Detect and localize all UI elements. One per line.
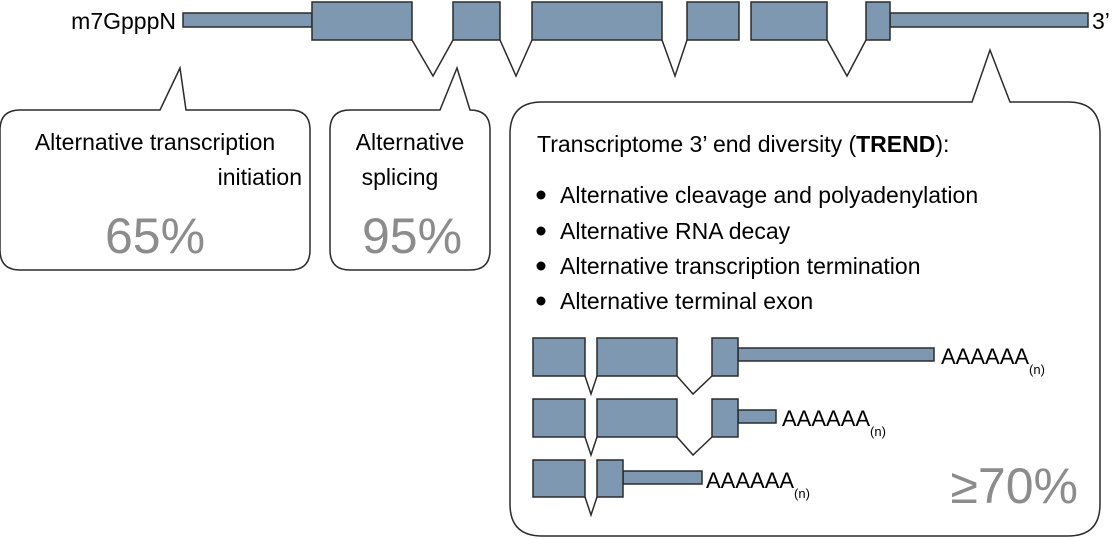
callout-trend-percent: ≥70% — [950, 458, 1078, 514]
callout-splicing-line2: splicing — [362, 164, 439, 190]
isoform-3-intron-a — [584, 496, 598, 518]
cap-label: m7GpppN — [71, 8, 176, 34]
three-prime-label: 3’ — [1092, 8, 1110, 34]
trend-title-suffix: ): — [935, 131, 949, 157]
isoform-1-polya-tail: AAAAAA — [941, 344, 1029, 369]
five-prime-utr — [182, 12, 313, 28]
trend-title-prefix: Transcriptome 3’ end diversity ( — [537, 131, 856, 157]
isoform-1 — [532, 337, 935, 397]
trend-bullet-1: Alternative cleavage and polyadenylation — [560, 182, 978, 208]
isoform-2-tail — [737, 409, 777, 424]
callout-splicing: Alternative splicing 95% — [329, 65, 491, 271]
isoform-3-exon-1 — [532, 459, 586, 498]
bullet-dot — [536, 296, 546, 306]
isoform-3-exon-2 — [596, 459, 624, 498]
isoform-3 — [532, 459, 703, 518]
trend-title-acronym: TREND — [856, 131, 935, 157]
trend-bullet-4: Alternative terminal exon — [560, 288, 813, 314]
callout-initiation-line2: initiation — [218, 164, 302, 190]
isoform-2-polya-tail: AAAAAA — [782, 406, 870, 431]
intron-2 — [499, 39, 533, 78]
isoform-1-polya: AAAAAA(n) — [941, 344, 1045, 377]
exon-5 — [750, 1, 828, 41]
isoform-1-intron-b — [676, 375, 713, 396]
isoform-3-polya: AAAAAA(n) — [706, 468, 810, 501]
isoform-2-intron-a — [584, 436, 598, 458]
isoform-2-intron-b — [676, 436, 713, 457]
isoform-2-exon-2 — [596, 398, 678, 438]
three-prime-utr — [889, 12, 1089, 28]
isoform-2-polya-n: (n) — [870, 424, 886, 439]
trend-bullet-list: Alternative cleavage and polyadenylation… — [536, 182, 978, 314]
trend-bullet-3: Alternative transcription termination — [560, 253, 921, 279]
callout-initiation-bubble — [0, 65, 311, 271]
intron-1 — [411, 39, 454, 78]
exon-3 — [531, 1, 663, 41]
callout-initiation: Alternative transcription initiation 65% — [0, 65, 311, 271]
isoform-2-polya: AAAAAA(n) — [782, 406, 886, 439]
isoform-2-exon-1 — [532, 398, 586, 438]
bullet-dot — [536, 190, 546, 200]
trend-title: Transcriptome 3’ end diversity (TREND): — [537, 131, 949, 157]
isoform-1-polya-n: (n) — [1029, 362, 1045, 377]
intron-3 — [661, 39, 688, 79]
callout-trend: Transcriptome 3’ end diversity (TREND): … — [509, 47, 1101, 537]
isoform-3-polya-n: (n) — [794, 486, 810, 501]
gene-model — [182, 1, 1089, 79]
bullet-dot — [536, 261, 546, 271]
isoform-1-exon-2 — [596, 337, 678, 377]
exon-1 — [311, 1, 413, 41]
callout-initiation-line1: Alternative transcription — [35, 129, 275, 155]
callout-splicing-percent: 95% — [362, 208, 462, 264]
isoform-1-exon-3 — [711, 337, 739, 377]
isoform-3-tail — [622, 470, 703, 485]
isoform-1-intron-a — [584, 375, 598, 397]
isoform-2-exon-3 — [711, 398, 739, 438]
isoform-3-polya-tail: AAAAAA — [706, 468, 794, 493]
isoform-1-exon-1 — [532, 337, 586, 377]
isoform-2 — [532, 398, 777, 458]
callout-splicing-line1: Alternative — [356, 129, 465, 155]
trend-bullet-2: Alternative RNA decay — [560, 218, 791, 244]
bullet-dot — [536, 226, 546, 236]
exon-2 — [452, 1, 501, 41]
exon-4 — [686, 1, 740, 41]
isoform-1-tail — [737, 347, 935, 362]
callout-initiation-percent: 65% — [105, 208, 205, 264]
intron-4 — [826, 39, 867, 78]
callout-splicing-bubble — [329, 65, 491, 271]
exon-6 — [865, 1, 891, 41]
